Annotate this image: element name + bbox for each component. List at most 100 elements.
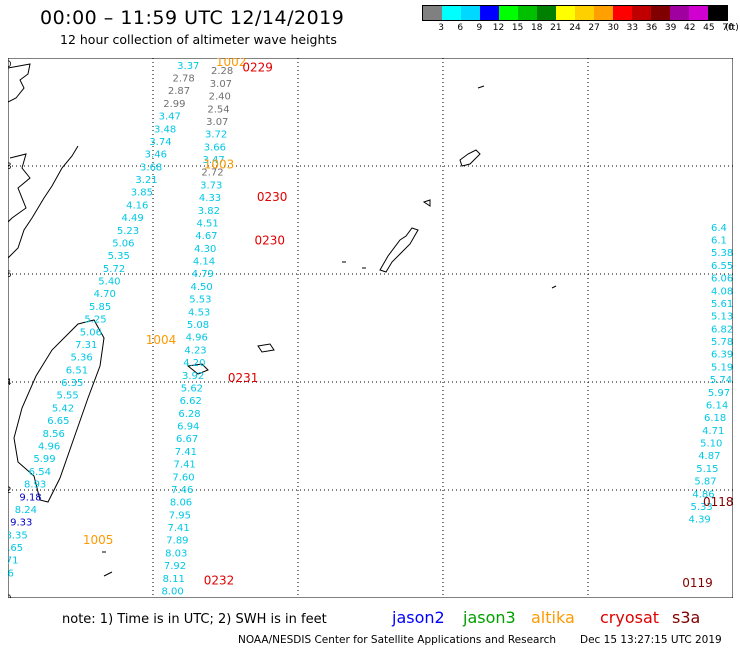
color-scale-swatches xyxy=(422,5,728,21)
china-coast-north xyxy=(8,63,31,223)
scale-swatch xyxy=(480,6,499,20)
pass-time-label: 0119 xyxy=(682,576,713,590)
swh-value: 5.55 xyxy=(57,391,79,402)
swh-value: 5.72 xyxy=(103,264,125,275)
page-subtitle: 12 hour collection of altimeter wave hei… xyxy=(60,32,337,47)
swh-tracks: 3.372.782.872.993.473.483.743.463.683.21… xyxy=(8,61,733,598)
swh-value: 4.79 xyxy=(192,269,214,280)
scale-tick-label: 12 xyxy=(492,23,505,33)
color-scale-ticks: 3 6 9 12 15 18 21 24 27 30 33 36 39 42 45 70 (ft) xyxy=(422,21,739,35)
legend-jason3: jason3 xyxy=(463,608,516,627)
scale-swatch xyxy=(499,6,518,20)
swh-value: 4.16 xyxy=(126,200,148,211)
swh-value: 9.33 xyxy=(10,518,32,529)
swh-value: 3.48 xyxy=(154,124,176,135)
swh-value: 6.4 xyxy=(711,223,727,234)
scale-tick-label: 33 xyxy=(626,23,639,33)
scale-tick-label: 36 xyxy=(645,23,658,33)
swh-value: 8.00 xyxy=(161,586,183,597)
footnote: note: 1) Time is in UTC; 2) SWH is in fe… xyxy=(62,612,327,627)
lat-label: 22 xyxy=(8,486,11,496)
swh-value: 8.11 xyxy=(163,574,185,585)
scale-swatch xyxy=(423,6,442,20)
swh-value: 3.68 xyxy=(140,162,162,173)
swh-value: 3.74 xyxy=(149,137,171,148)
swh-value: 6.18 xyxy=(704,413,726,424)
swh-value: 4.51 xyxy=(197,218,219,229)
swh-value: 5.78 xyxy=(711,337,733,348)
scale-swatch xyxy=(518,6,537,20)
scale-swatch xyxy=(708,6,727,20)
china-coast-mid xyxy=(8,145,79,259)
swh-value: 3.47 xyxy=(203,155,225,166)
swh-value: 3.21 xyxy=(135,175,157,186)
swh-value: 7.41 xyxy=(175,447,197,458)
swh-value: 2.28 xyxy=(211,66,233,77)
swh-value: 5.19 xyxy=(711,362,733,373)
swh-value: 7.41 xyxy=(174,460,196,471)
lat-label: 24 xyxy=(8,378,12,388)
swh-value: 5.25 xyxy=(84,315,106,326)
okinawa xyxy=(379,227,419,273)
swh-value: 6.14 xyxy=(706,400,728,411)
swh-value: 2.54 xyxy=(207,104,229,115)
scale-tick-label: 21 xyxy=(550,23,562,33)
swh-value: 5.53 xyxy=(189,295,211,306)
scale-swatch xyxy=(632,6,651,20)
swh-value: 2.78 xyxy=(173,73,195,84)
swh-value: 7.86 xyxy=(8,568,14,579)
swh-value: 5.08 xyxy=(187,320,209,331)
pass-time-label: 0118 xyxy=(703,495,733,509)
swh-value: 5.85 xyxy=(89,302,111,313)
swh-value: 4.39 xyxy=(689,515,711,526)
swh-value: 4.30 xyxy=(194,244,216,255)
swh-value: 6.67 xyxy=(176,434,198,445)
swh-value: 4.96 xyxy=(186,333,208,344)
wave-height-map: 120123126129132135302826242220 3.372.782… xyxy=(8,58,733,598)
swh-value: 4.53 xyxy=(188,307,210,318)
swh-value: 3.07 xyxy=(206,117,228,128)
taiwan-coast xyxy=(13,319,105,503)
swh-value: 3.46 xyxy=(145,150,167,161)
scale-tick-label: 39 xyxy=(664,23,677,33)
scale-swatch xyxy=(556,6,575,20)
swh-value: 2.40 xyxy=(209,92,231,103)
swh-value: 7.89 xyxy=(166,536,188,547)
swh-value: 5.61 xyxy=(711,299,733,310)
swh-value: 5.23 xyxy=(117,226,139,237)
swh-value: 6.39 xyxy=(711,350,733,361)
scale-swatch xyxy=(613,6,632,20)
swh-value: 6.54 xyxy=(29,467,51,478)
swh-value: 8.03 xyxy=(165,548,187,559)
swh-value: 5.15 xyxy=(696,464,718,475)
scale-tick-label: 3 xyxy=(438,23,444,33)
swh-value: 6.94 xyxy=(177,422,199,433)
credit-text: NOAA/NESDIS Center for Satellite Applica… xyxy=(238,634,556,646)
swh-value: 7.60 xyxy=(172,472,194,483)
scale-tick-label: 24 xyxy=(569,23,581,33)
swh-value: 7.92 xyxy=(164,561,186,572)
swh-value: 4.67 xyxy=(195,231,217,242)
swh-value: 6.65 xyxy=(47,416,69,427)
swh-value: 4.70 xyxy=(94,289,116,300)
swh-value: 4.33 xyxy=(199,193,221,204)
scale-swatch xyxy=(537,6,556,20)
legend-altika: altika xyxy=(531,608,575,627)
swh-value: 4.08 xyxy=(711,286,733,297)
swh-value: 5.35 xyxy=(108,251,130,262)
swh-value: 6.06 xyxy=(711,274,733,285)
axis-labels: 120123126129132135302826242220 xyxy=(8,60,12,598)
swh-value: 4.96 xyxy=(38,442,60,453)
swh-value: 4.20 xyxy=(183,358,205,369)
miyako xyxy=(257,343,275,353)
pass-time-label: 0229 xyxy=(242,61,273,75)
lat-label: 28 xyxy=(8,162,12,172)
swh-value: 6.55 xyxy=(711,261,733,272)
scale-tick-label: 6 xyxy=(457,23,464,33)
pass-time-label: 0230 xyxy=(257,190,288,204)
scale-swatch xyxy=(594,6,613,20)
small-islands xyxy=(102,85,557,577)
scale-tick-label: 27 xyxy=(588,23,600,33)
legend-jason2: jason2 xyxy=(392,608,445,627)
